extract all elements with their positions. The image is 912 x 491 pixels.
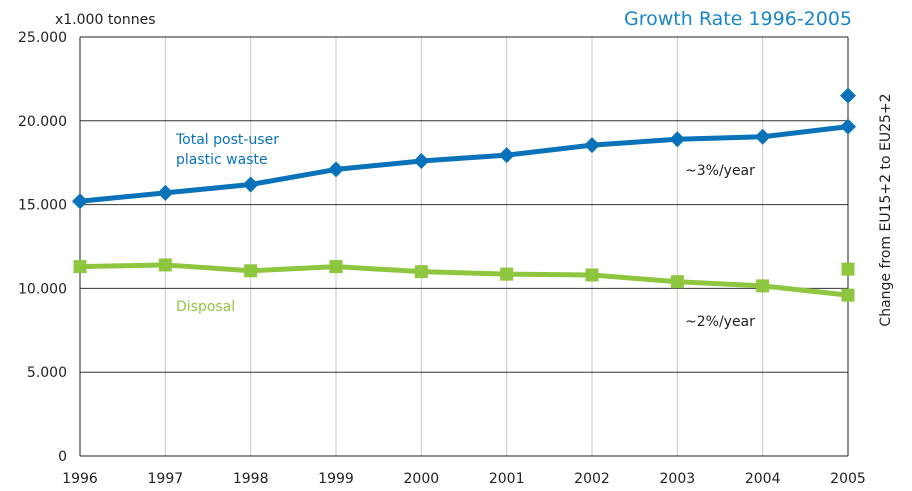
data-point bbox=[413, 153, 430, 170]
growth-rate-label: ~3%/year bbox=[685, 163, 755, 179]
series-0: Total post-user plastic waste ~3%/year bbox=[72, 87, 856, 210]
x-tick-label: 2000 bbox=[404, 471, 440, 487]
data-point bbox=[584, 137, 600, 154]
data-point bbox=[158, 258, 172, 272]
series-layer: Total post-user plastic waste ~3%/year Disp… bbox=[72, 87, 856, 330]
chart-title: Growth Rate 1996-2005 bbox=[624, 8, 852, 30]
y-tick-label: 5.000 bbox=[27, 365, 67, 381]
data-point bbox=[157, 184, 174, 201]
data-point bbox=[840, 118, 856, 135]
y-tick-label: 20.000 bbox=[18, 114, 67, 130]
y-tick-label: 10.000 bbox=[18, 281, 67, 297]
data-point bbox=[244, 264, 258, 278]
data-point bbox=[73, 260, 87, 274]
grid bbox=[79, 36, 849, 457]
data-point bbox=[414, 265, 428, 279]
data-point bbox=[328, 161, 344, 178]
x-tick-label: 2004 bbox=[745, 471, 781, 487]
series-line bbox=[79, 124, 849, 204]
data-point bbox=[669, 131, 686, 148]
series-name-label: Total post-user bbox=[175, 132, 279, 148]
y-tick-label: 0 bbox=[58, 449, 67, 465]
y-tick-labels: 0 5.000 10.000 15.000 20.000 25.000 bbox=[18, 30, 67, 465]
data-point bbox=[670, 275, 684, 289]
growth-rate-label: ~2%/year bbox=[685, 314, 755, 330]
x-tick-label: 1998 bbox=[233, 471, 269, 487]
data-point bbox=[72, 193, 88, 210]
x-tick-labels: 1996 1997 1998 1999 2000 2001 2002 2003 2004 2005 bbox=[62, 471, 866, 487]
data-point bbox=[585, 268, 599, 282]
data-point bbox=[329, 260, 343, 274]
extra-data-point bbox=[840, 87, 856, 104]
data-point bbox=[754, 128, 771, 145]
x-tick-label: 1997 bbox=[148, 471, 184, 487]
extra-data-point bbox=[841, 262, 855, 276]
x-tick-label: 2002 bbox=[574, 471, 610, 487]
series-name-label: plastic waste bbox=[176, 152, 268, 168]
right-side-label: Change from EU15+2 to EU25+2 bbox=[878, 93, 894, 326]
x-tick-label: 2001 bbox=[489, 471, 525, 487]
y-tick-label: 25.000 bbox=[18, 30, 67, 46]
x-tick-label: 1999 bbox=[318, 471, 354, 487]
data-point bbox=[756, 279, 770, 293]
y-axis-label: x1.000 tonnes bbox=[55, 12, 156, 28]
x-tick-label: 2005 bbox=[830, 471, 866, 487]
series-line bbox=[79, 262, 849, 298]
series-1: Disposal ~2%/year bbox=[73, 258, 855, 330]
data-point bbox=[841, 288, 855, 302]
x-tick-label: 2003 bbox=[660, 471, 696, 487]
data-point bbox=[500, 267, 514, 281]
data-point bbox=[242, 176, 259, 193]
data-point bbox=[498, 147, 515, 164]
x-tick-label: 1996 bbox=[62, 471, 98, 487]
y-tick-label: 15.000 bbox=[18, 198, 67, 214]
series-name-label: Disposal bbox=[176, 299, 235, 315]
